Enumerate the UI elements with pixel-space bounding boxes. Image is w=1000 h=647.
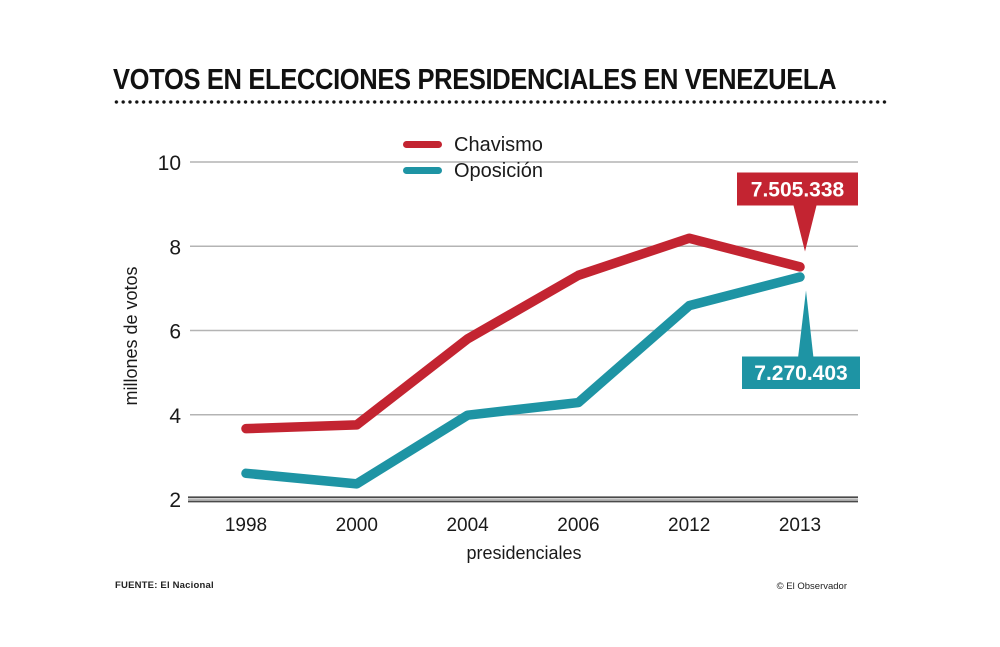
publisher-credit: © El Observador [776, 581, 847, 592]
callout-value-oposicion: 7.270.403 [754, 362, 847, 385]
x-tick-label-2013: 2013 [779, 515, 821, 536]
y-tick-label-6: 6 [169, 321, 181, 344]
y-axis-title: millones de votos [121, 266, 141, 405]
source-credit: FUENTE: El Nacional [115, 580, 214, 591]
series-line-chavismo [241, 233, 805, 434]
page-title: VOTOS EN ELECCIONES PRESIDENCIALES EN VE… [113, 64, 837, 96]
y-tick-label-10: 10 [158, 152, 181, 175]
y-tick-label-8: 8 [169, 236, 181, 259]
x-tick-label-2012: 2012 [668, 515, 710, 536]
y-tick-label-2: 2 [169, 489, 181, 512]
title-underline-dotted [113, 100, 888, 104]
callout-box-oposicion [742, 356, 860, 389]
y-tick-label-4: 4 [169, 405, 181, 428]
x-tick-label-1998: 1998 [225, 515, 267, 536]
x-tick-label-2004: 2004 [446, 515, 489, 536]
callout-tail-chavismo [793, 205, 817, 252]
callout-box-chavismo [737, 172, 858, 206]
legend-label-chavismo: Chavismo [454, 133, 543, 156]
legend-item-oposicion: Oposición [403, 160, 543, 181]
legend-swatch-chavismo-icon [403, 140, 442, 149]
callout-tail-oposicion [798, 290, 814, 358]
x-tick-label-2006: 2006 [557, 515, 599, 536]
legend-item-chavismo: Chavismo [403, 134, 543, 155]
x-tick-label-2000: 2000 [336, 515, 378, 536]
callout-value-chavismo: 7.505.338 [751, 179, 845, 202]
series-line-oposicion [241, 272, 805, 489]
chart-legend: Chavismo Oposición [403, 134, 543, 181]
legend-label-oposicion: Oposición [454, 159, 543, 182]
x-axis-title: presidenciales [466, 543, 581, 563]
legend-swatch-oposicion-icon [403, 166, 442, 175]
